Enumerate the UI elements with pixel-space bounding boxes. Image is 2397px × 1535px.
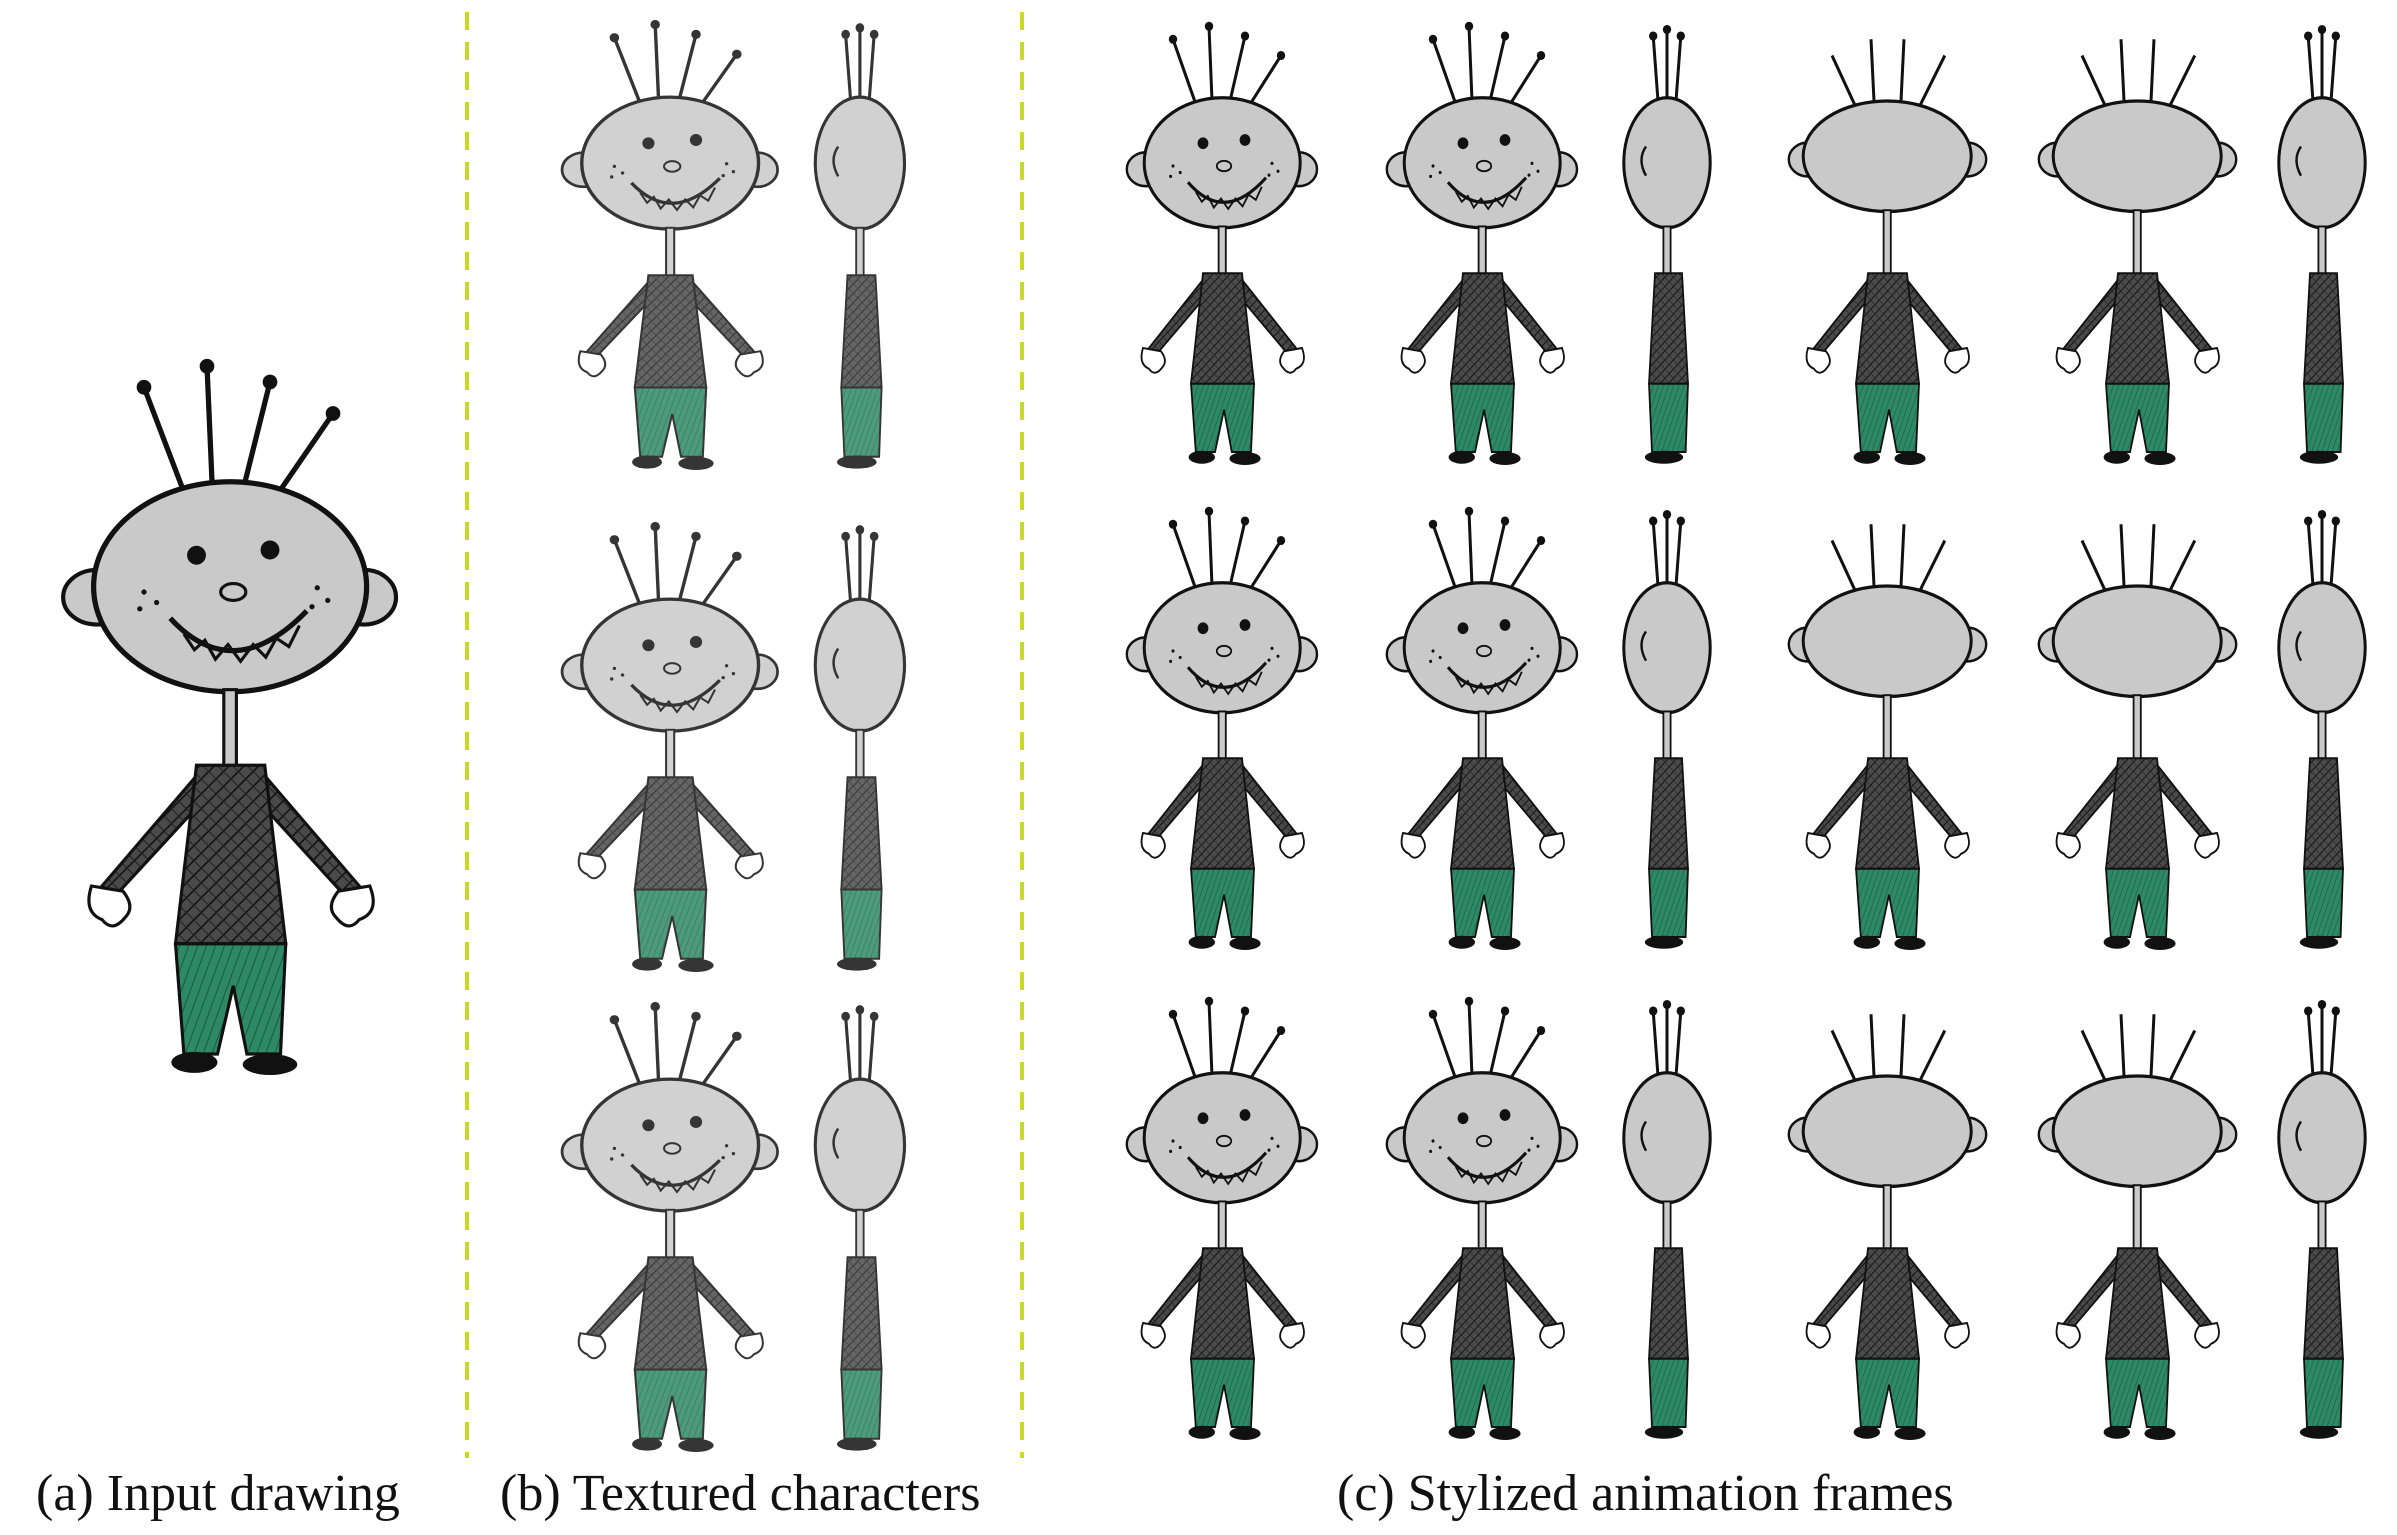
frame-2-5 bbox=[2037, 522, 2238, 952]
frame-2-6 bbox=[2277, 508, 2367, 951]
frames-row-1 bbox=[1125, 20, 2367, 467]
textured-side-1 bbox=[813, 21, 907, 471]
frame-1-6 bbox=[2277, 23, 2367, 466]
textured-front-3 bbox=[560, 1000, 780, 1454]
textured-row-2 bbox=[560, 520, 907, 974]
frame-2-3 bbox=[1622, 508, 1712, 951]
frame-1-2 bbox=[1385, 20, 1579, 467]
caption-input-drawing: (a) Input drawing bbox=[36, 1465, 400, 1522]
input-drawing bbox=[63, 359, 396, 1075]
caption-animation-frames: (c) Stylized animation frames bbox=[1337, 1465, 1954, 1522]
textured-row-1 bbox=[560, 18, 907, 472]
textured-characters bbox=[560, 18, 907, 1454]
frame-1-3 bbox=[1622, 23, 1712, 466]
frame-2-4 bbox=[1787, 522, 1988, 952]
frame-2-2 bbox=[1385, 505, 1579, 952]
frames-row-3 bbox=[1125, 995, 2367, 1442]
frame-1-5 bbox=[2037, 37, 2238, 467]
textured-side-3 bbox=[813, 1003, 907, 1453]
caption-textured-characters: (b) Textured characters bbox=[500, 1465, 981, 1522]
animation-frames bbox=[1125, 20, 2367, 1442]
frame-1-4 bbox=[1787, 37, 1988, 467]
frames-row-2 bbox=[1125, 505, 2367, 952]
textured-side-2 bbox=[813, 523, 907, 973]
textured-front-2 bbox=[560, 520, 780, 974]
textured-row-3 bbox=[560, 1000, 907, 1454]
frame-3-2 bbox=[1385, 995, 1579, 1442]
textured-front-1 bbox=[560, 18, 780, 472]
frame-3-3 bbox=[1622, 998, 1712, 1441]
frame-1-1 bbox=[1125, 20, 1319, 467]
frame-2-1 bbox=[1125, 505, 1319, 952]
frame-3-1 bbox=[1125, 995, 1319, 1442]
frame-3-4 bbox=[1787, 1012, 1988, 1442]
frame-3-6 bbox=[2277, 998, 2367, 1441]
frame-3-5 bbox=[2037, 1012, 2238, 1442]
